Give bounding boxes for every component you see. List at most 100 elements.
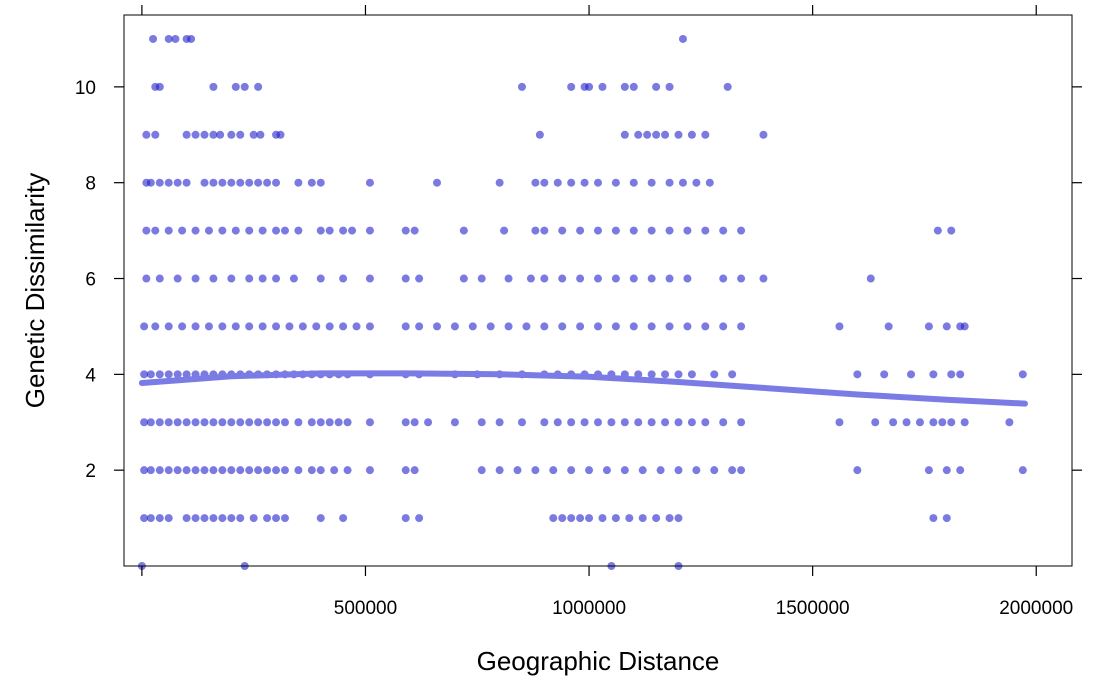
data-point: [576, 322, 585, 331]
y-tick-label: 8: [85, 174, 96, 195]
data-point: [294, 466, 303, 475]
data-point: [227, 514, 236, 523]
data-point: [625, 514, 634, 523]
data-point: [683, 274, 692, 283]
data-point: [553, 418, 562, 427]
data-point: [312, 322, 321, 331]
data-point: [607, 418, 616, 427]
y-tick-label: 6: [85, 270, 96, 291]
data-point: [231, 322, 240, 331]
data-point: [620, 82, 629, 91]
data-point: [182, 370, 191, 379]
data-point: [401, 418, 410, 427]
smooth-line: [138, 370, 1028, 407]
data-point: [410, 466, 419, 475]
data-point: [245, 226, 254, 235]
data-point: [218, 178, 227, 187]
data-point: [674, 130, 683, 139]
data-point: [880, 370, 889, 379]
data-point: [240, 82, 249, 91]
data-point: [678, 178, 687, 187]
data-point: [947, 418, 956, 427]
data-point: [647, 178, 656, 187]
data-point: [249, 130, 258, 139]
data-point: [316, 178, 325, 187]
data-point: [526, 274, 535, 283]
data-point: [164, 514, 173, 523]
data-point: [343, 466, 352, 475]
data-point: [307, 466, 316, 475]
data-point: [178, 226, 187, 235]
data-point: [218, 322, 227, 331]
data-point: [140, 514, 149, 523]
data-point: [634, 418, 643, 427]
data-point: [947, 226, 956, 235]
data-point: [665, 514, 674, 523]
data-point: [151, 226, 160, 235]
data-point: [401, 322, 410, 331]
data-point: [567, 514, 576, 523]
data-point: [254, 466, 263, 475]
data-point: [142, 226, 151, 235]
data-point: [191, 514, 200, 523]
data-point: [245, 322, 254, 331]
data-point: [500, 226, 509, 235]
data-point: [294, 226, 303, 235]
data-point: [737, 226, 746, 235]
data-point: [182, 130, 191, 139]
data-point: [410, 418, 419, 427]
data-point: [638, 466, 647, 475]
data-point: [459, 226, 468, 235]
data-point: [433, 322, 442, 331]
data-point: [576, 514, 585, 523]
data-point: [835, 418, 844, 427]
data-point: [907, 370, 916, 379]
data-point: [692, 178, 701, 187]
data-point: [687, 370, 696, 379]
data-point: [339, 322, 348, 331]
data-point: [164, 226, 173, 235]
data-point: [245, 466, 254, 475]
data-point: [665, 274, 674, 283]
data-point: [191, 466, 200, 475]
data-point: [415, 274, 424, 283]
x-tick-label: 2000000: [999, 598, 1073, 619]
data-point: [652, 514, 661, 523]
data-point: [567, 82, 576, 91]
data-point: [218, 514, 227, 523]
data-point: [236, 418, 245, 427]
data-point: [365, 418, 374, 427]
data-point: [647, 370, 656, 379]
data-point: [737, 322, 746, 331]
data-point: [227, 178, 236, 187]
data-point: [719, 418, 728, 427]
data-point: [728, 466, 737, 475]
data-point: [495, 178, 504, 187]
data-point: [272, 226, 281, 235]
data-point: [209, 418, 218, 427]
data-point: [245, 274, 254, 283]
data-point: [200, 514, 209, 523]
data-point: [155, 466, 164, 475]
data-point: [942, 466, 951, 475]
data-point: [146, 178, 155, 187]
data-point: [531, 466, 540, 475]
data-point: [227, 466, 236, 475]
data-point: [330, 466, 339, 475]
data-point: [227, 274, 236, 283]
data-point: [638, 514, 647, 523]
data-point: [683, 322, 692, 331]
data-point: [540, 322, 549, 331]
data-point: [495, 466, 504, 475]
data-point: [580, 178, 589, 187]
data-point: [276, 130, 285, 139]
data-point: [258, 226, 267, 235]
axis-ticks: [114, 5, 1082, 576]
data-point: [1018, 466, 1027, 475]
data-point: [759, 274, 768, 283]
data-point: [263, 418, 272, 427]
data-point: [231, 82, 240, 91]
data-point: [365, 466, 374, 475]
data-point: [558, 322, 567, 331]
data-point: [316, 418, 325, 427]
